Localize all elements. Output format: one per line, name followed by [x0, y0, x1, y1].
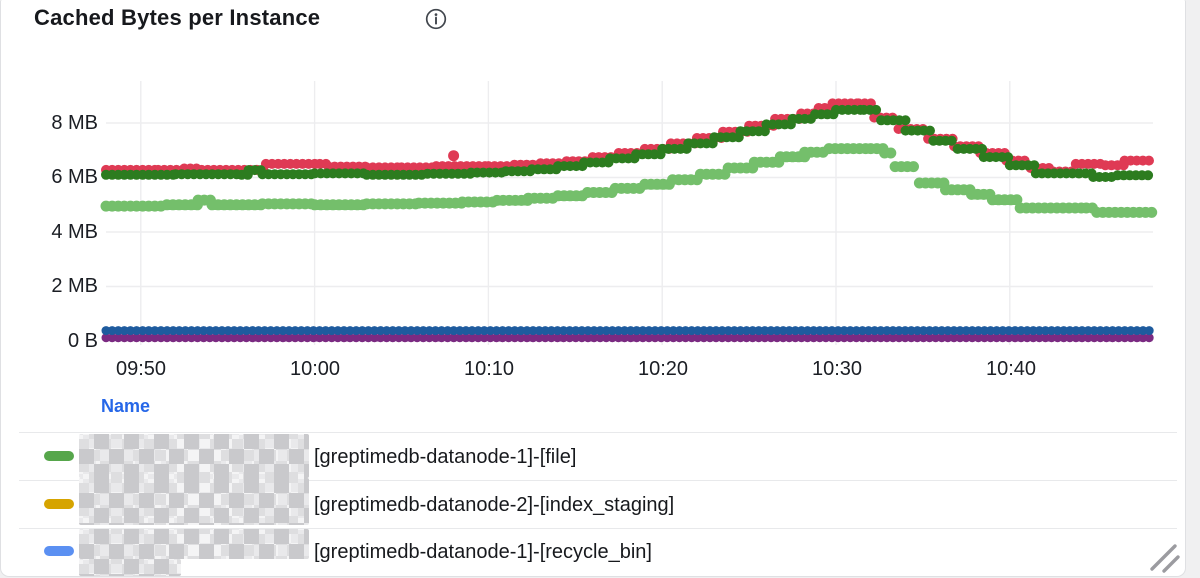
y-axis-tick-label: 6 MB	[51, 166, 98, 188]
chart-series	[100, 98, 1158, 343]
y-axis-tick-label: 2 MB	[51, 275, 98, 297]
legend-row-label[interactable]: [greptimedb-datanode-1]-[recycle_bin]	[314, 541, 652, 563]
redacted-name	[79, 434, 309, 478]
x-axis-tick-label: 10:30	[811, 358, 863, 380]
redacted-name	[79, 478, 309, 525]
panel-title[interactable]: Cached Bytes per Instance	[34, 5, 321, 30]
y-axis-tick-label: 8 MB	[51, 112, 98, 134]
legend-divider	[19, 528, 1177, 529]
legend-row-label[interactable]: [greptimedb-datanode-1]-[file]	[314, 446, 577, 468]
y-axis-tick-label: 4 MB	[51, 221, 98, 243]
redacted-name	[79, 529, 309, 559]
series-swatch[interactable]	[44, 451, 74, 461]
x-axis-tick-label: 10:10	[463, 358, 515, 380]
x-axis-tick-label: 10:00	[289, 358, 341, 380]
x-axis-tick-label: 09:50	[115, 358, 167, 380]
legend-divider	[19, 480, 1177, 481]
series-swatch[interactable]	[44, 499, 74, 509]
y-axis-tick-label: 0 B	[67, 330, 98, 352]
resize-handle-icon[interactable]	[1145, 540, 1183, 574]
legend-row-label[interactable]: [greptimedb-datanode-2]-[index_staging]	[314, 494, 675, 516]
legend-name-header[interactable]: Name	[101, 396, 151, 416]
series-swatch[interactable]	[44, 546, 74, 556]
info-icon[interactable]	[424, 7, 448, 31]
legend-divider	[19, 432, 1177, 433]
x-axis-tick-label: 10:20	[637, 358, 689, 380]
gridlines	[106, 81, 1153, 345]
x-axis-tick-label: 10:40	[985, 358, 1037, 380]
redacted-name-partial	[79, 559, 181, 576]
